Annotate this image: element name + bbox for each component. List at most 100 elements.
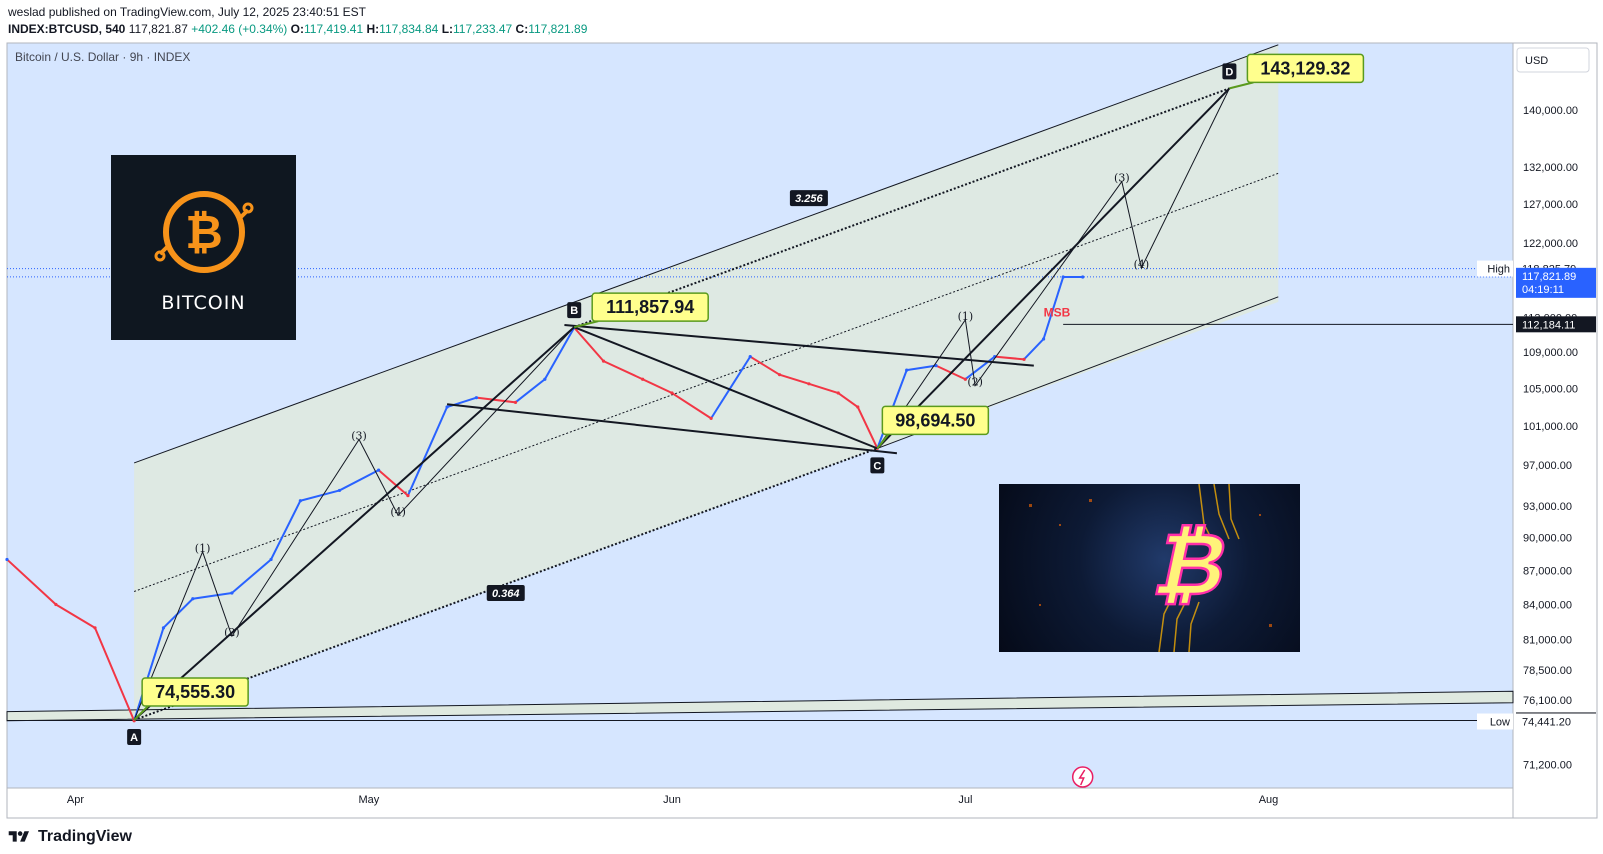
lightning-icon[interactable] [1071, 766, 1094, 788]
svg-text:₿: ₿ [1146, 514, 1238, 615]
point-badge-a [127, 729, 142, 746]
wave-label: (3) [351, 430, 367, 443]
cd-leg-line [876, 87, 1231, 450]
price-point [5, 557, 9, 562]
price-tag-caption-bg [1477, 713, 1513, 730]
price-segment [543, 327, 576, 380]
chart-title: Bitcoin / U.S. Dollar · 9h · INDEX [15, 50, 190, 64]
price-segment [671, 392, 712, 420]
svg-text:₿: ₿ [185, 205, 223, 259]
price-point [807, 382, 811, 386]
y-tick-label: 87,000.00 [1523, 566, 1572, 578]
currency-button[interactable] [1516, 47, 1590, 73]
price-point [191, 597, 195, 601]
wave-label: (4) [1134, 258, 1150, 271]
high-label: H: [366, 22, 380, 36]
open-label: O: [290, 22, 304, 36]
price-segment [603, 360, 644, 381]
countdown-label: 04:19:11 [1522, 284, 1564, 296]
wave-label: (2) [967, 376, 983, 389]
y-tick-label: 93,000.00 [1523, 501, 1572, 513]
y-tick-label: 90,000.00 [1523, 533, 1572, 545]
y-tick-label: 97,000.00 [1523, 460, 1572, 472]
tradingview-logo[interactable]: TradingView [6, 828, 1597, 846]
y-tick-label: 127,000.00 [1523, 199, 1578, 211]
point-label-a: A [130, 732, 138, 744]
y-tick-label: 132,000.00 [1523, 162, 1578, 174]
wave-label: (1) [195, 542, 211, 555]
point-label-c: C [873, 460, 881, 472]
point-badge-b [567, 302, 582, 319]
price-point [337, 488, 342, 493]
price-point [54, 602, 58, 607]
plain-price-tag [1516, 713, 1596, 730]
price-segment [6, 558, 57, 606]
symbol-label[interactable]: INDEX:BTCUSD, 540 [8, 22, 126, 36]
point-label-b: B [570, 305, 578, 317]
price-tag-caption: High [1487, 264, 1510, 276]
price-point [1041, 337, 1046, 341]
wave-label: (1) [958, 310, 974, 323]
price-tag-caption-bg [1477, 260, 1513, 277]
price-segment [407, 406, 448, 496]
price-segment [749, 355, 781, 376]
currency-button-label: USD [1525, 55, 1548, 67]
price-point [1022, 357, 1026, 361]
x-tick-label: Apr [67, 794, 84, 806]
ohlc-line: INDEX:BTCUSD, 540 117,821.87 +402.46 (+0… [8, 22, 1595, 37]
price-callout-box [591, 292, 709, 322]
bitcoin-logo-text: BITCOIN [161, 291, 246, 314]
y-tick-label: 84,000.00 [1523, 599, 1572, 611]
price-segment [133, 627, 165, 722]
y-tick-label: 140,000.00 [1523, 105, 1578, 117]
close-label: C: [515, 22, 529, 36]
price-point [1061, 275, 1065, 279]
price-segment [514, 378, 546, 404]
close-value: 117,821.89 [528, 22, 588, 36]
price-change: +402.46 (+0.34%) [191, 22, 288, 36]
price-segment [231, 558, 272, 594]
ratio-badge [789, 190, 828, 207]
price-point [298, 499, 302, 503]
price-point [601, 359, 606, 363]
plain-price-tag-label: 74,441.20 [1522, 716, 1571, 728]
price-callout-label: 98,694.50 [895, 410, 975, 430]
price-axis[interactable] [1512, 42, 1598, 819]
ratio-label: 0.364 [492, 588, 520, 600]
price-point [748, 355, 752, 359]
price-segment [1042, 276, 1065, 340]
support-band [6, 690, 1514, 722]
last-price-tag [1516, 267, 1596, 298]
x-tick-label: Jul [958, 794, 972, 806]
last-price-tag-label: 117,821.89 [1522, 271, 1576, 283]
bitcoin-circuit-image: ₿ [999, 484, 1300, 652]
y-tick-label: 105,000.00 [1523, 383, 1578, 395]
wave-label: (2) [224, 626, 240, 639]
price-point [93, 626, 97, 630]
price-callout-box [1246, 53, 1365, 84]
price-segment [270, 500, 302, 560]
price-point [230, 591, 234, 595]
price-segment [162, 598, 194, 629]
publisher-line: weslad published on TradingView.com, Jul… [8, 5, 367, 19]
lightning-bolt-icon [1078, 769, 1086, 786]
level-price-tag-label: 112,184.11 [1522, 319, 1575, 331]
time-axis[interactable] [6, 787, 1514, 819]
price-callout-box [141, 677, 249, 707]
callout-pointer [1229, 81, 1254, 90]
wedge-lower-line [446, 403, 898, 455]
price-segment [1023, 338, 1045, 361]
price-callout-label: 111,857.94 [606, 297, 694, 317]
low-value: 117,233.47 [453, 22, 513, 36]
callout-pointer [573, 320, 599, 329]
price-point [709, 416, 713, 420]
last-price: 117,821.87 [128, 22, 188, 36]
price-segment [192, 592, 233, 600]
y-tick-label: 76,100.00 [1523, 695, 1572, 707]
y-tick-label: 81,000.00 [1523, 635, 1572, 647]
price-point [513, 400, 518, 404]
price-point [406, 493, 410, 498]
wave-structure-1 [133, 326, 575, 721]
msb-label: MSB [1044, 305, 1071, 319]
